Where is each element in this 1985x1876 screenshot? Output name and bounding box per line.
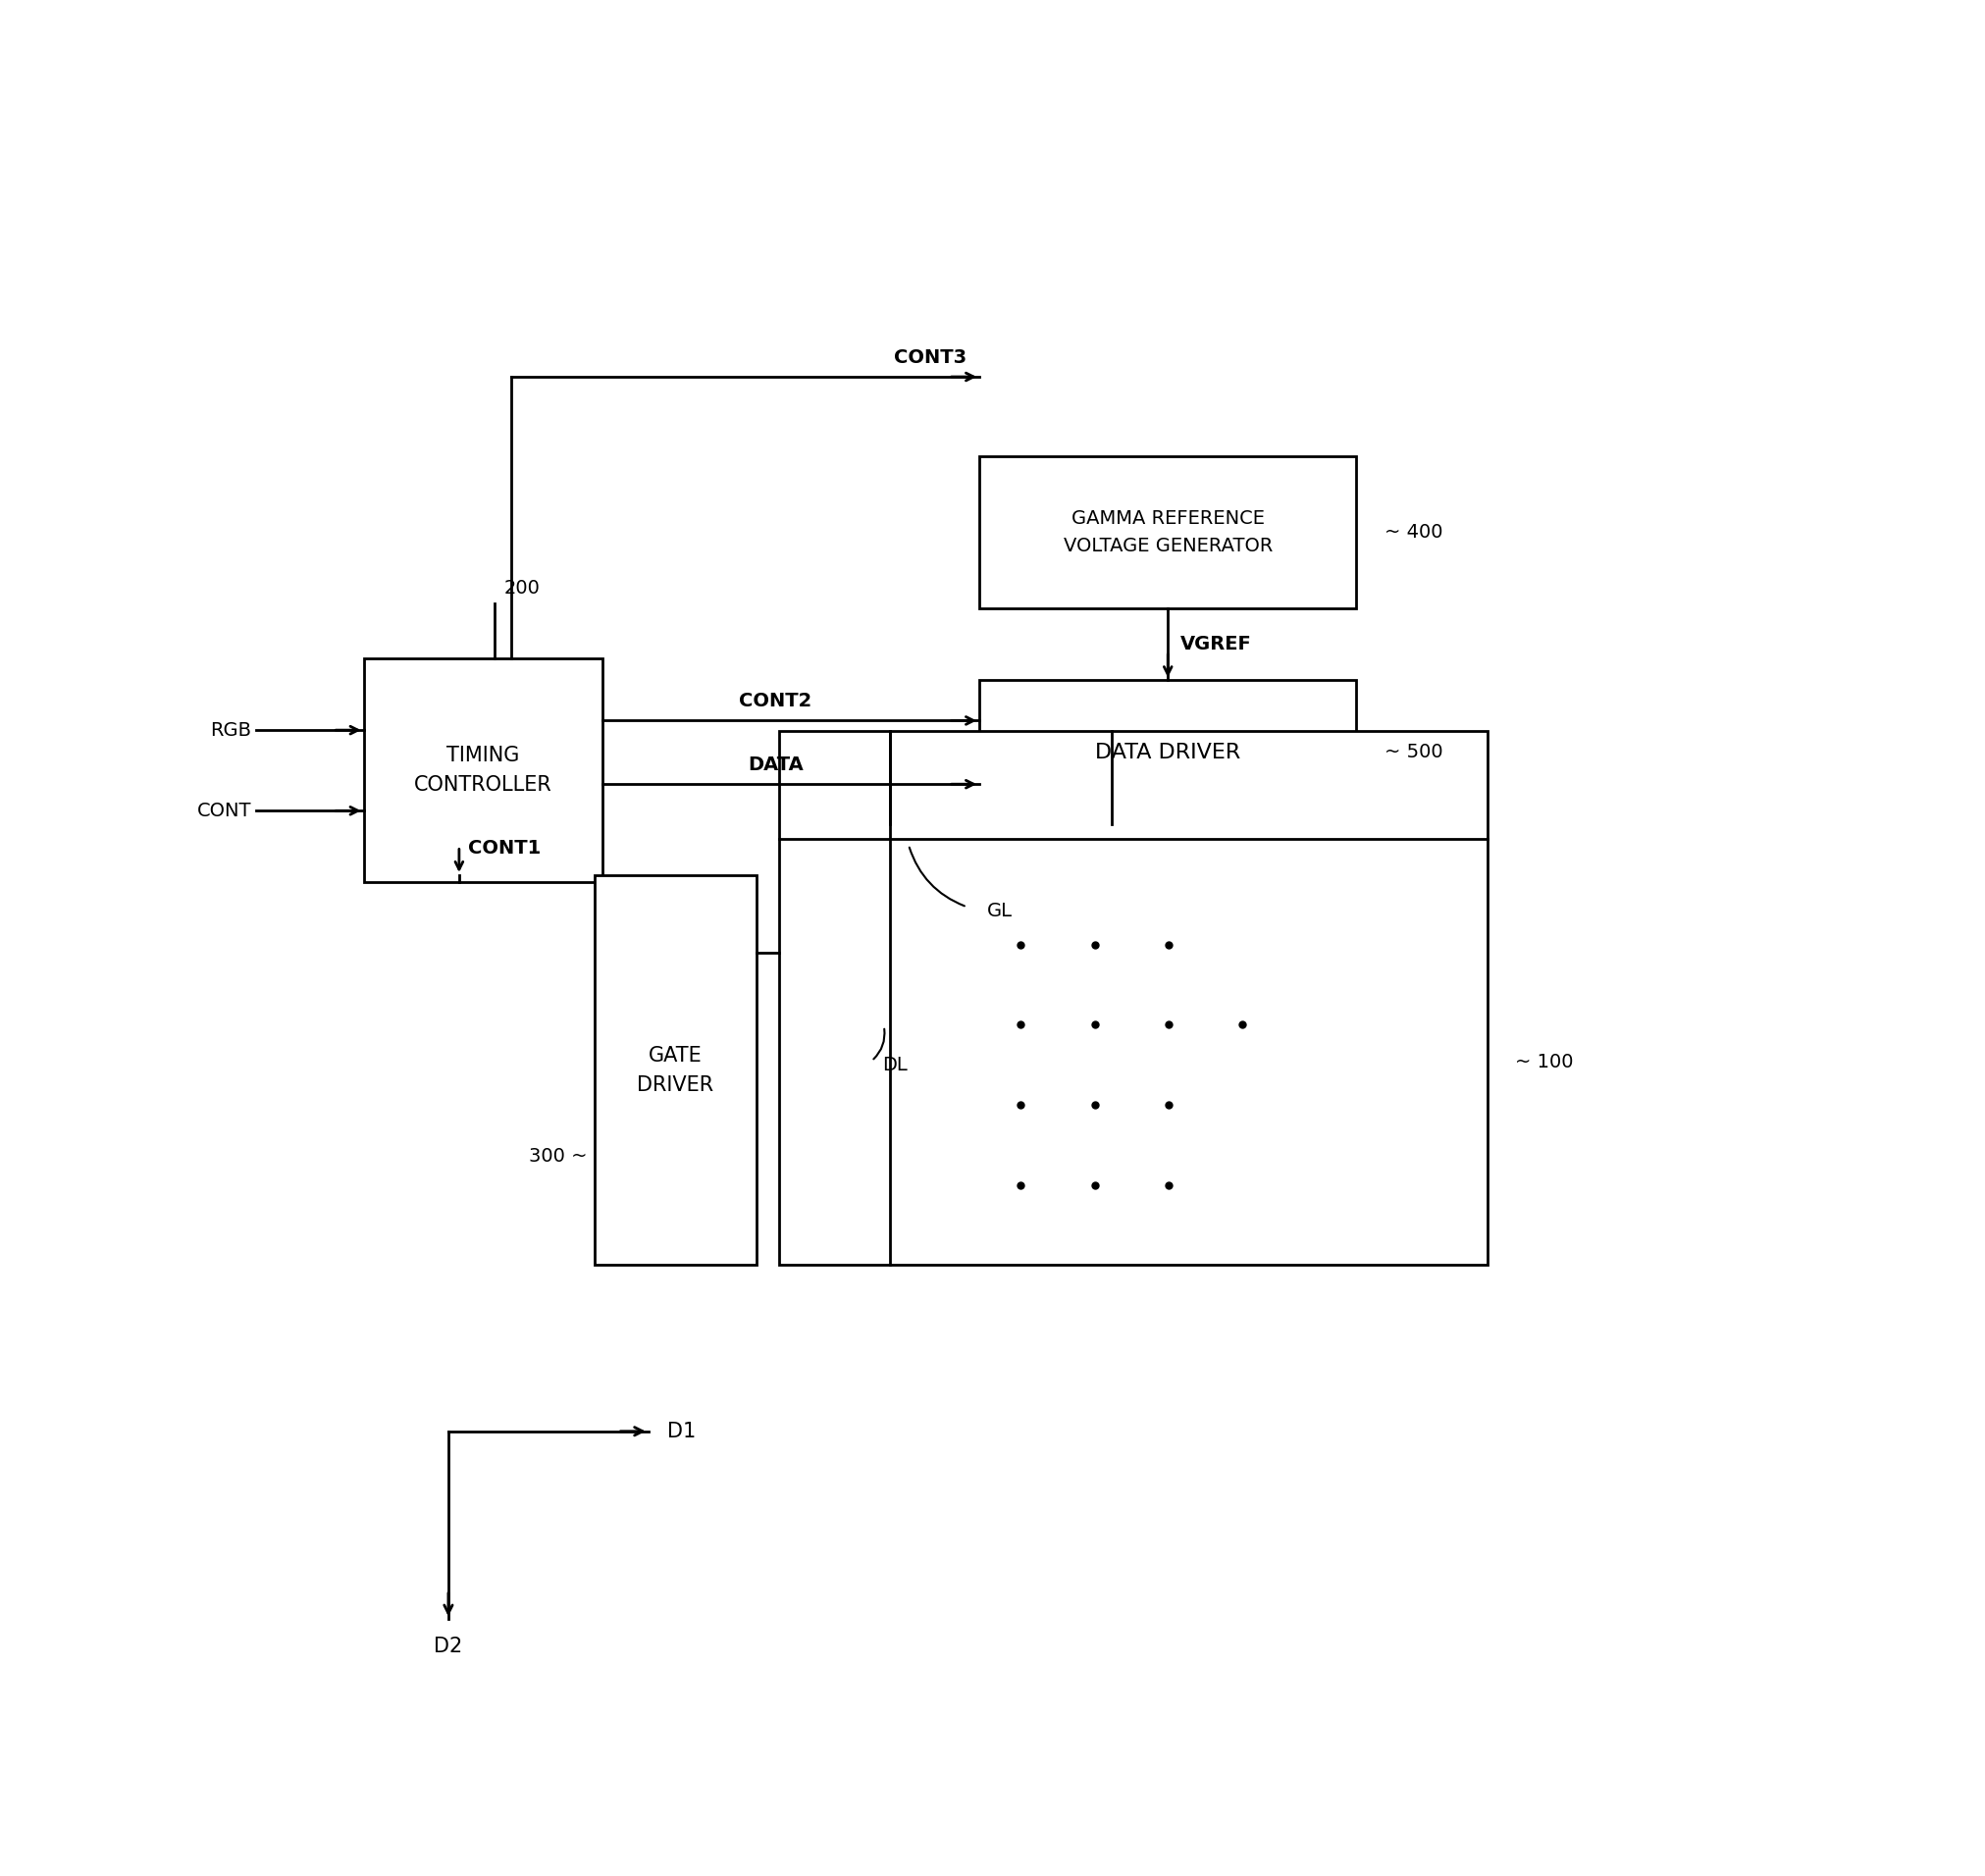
Text: D1: D1 — [667, 1422, 695, 1441]
Text: GAMMA REFERENCE
VOLTAGE GENERATOR: GAMMA REFERENCE VOLTAGE GENERATOR — [1062, 508, 1272, 555]
Bar — [778, 732, 1487, 1264]
Text: CONT3: CONT3 — [893, 349, 967, 366]
Text: ~ 400: ~ 400 — [1384, 523, 1441, 542]
Text: CONT2: CONT2 — [738, 692, 812, 711]
Bar — [979, 681, 1356, 825]
Text: TIMING
CONTROLLER: TIMING CONTROLLER — [413, 747, 552, 795]
Text: CONT: CONT — [197, 801, 252, 820]
Text: 300 ~: 300 ~ — [528, 1146, 588, 1165]
Text: DATA DRIVER: DATA DRIVER — [1094, 743, 1241, 762]
Text: D2: D2 — [435, 1636, 463, 1657]
Text: GL: GL — [987, 902, 1012, 921]
Text: RGB: RGB — [210, 720, 252, 739]
Bar — [594, 874, 756, 1264]
Bar — [363, 658, 601, 882]
Text: CONT1: CONT1 — [468, 839, 542, 857]
Text: ~ 100: ~ 100 — [1515, 1052, 1572, 1071]
Text: GATE
DRIVER: GATE DRIVER — [637, 1045, 713, 1094]
Text: DATA: DATA — [746, 756, 802, 775]
Text: ~ 500: ~ 500 — [1384, 743, 1441, 762]
Text: 200: 200 — [504, 580, 540, 598]
Bar — [979, 456, 1356, 608]
Text: DL: DL — [881, 1056, 907, 1075]
Text: VGREF: VGREF — [1179, 634, 1251, 653]
